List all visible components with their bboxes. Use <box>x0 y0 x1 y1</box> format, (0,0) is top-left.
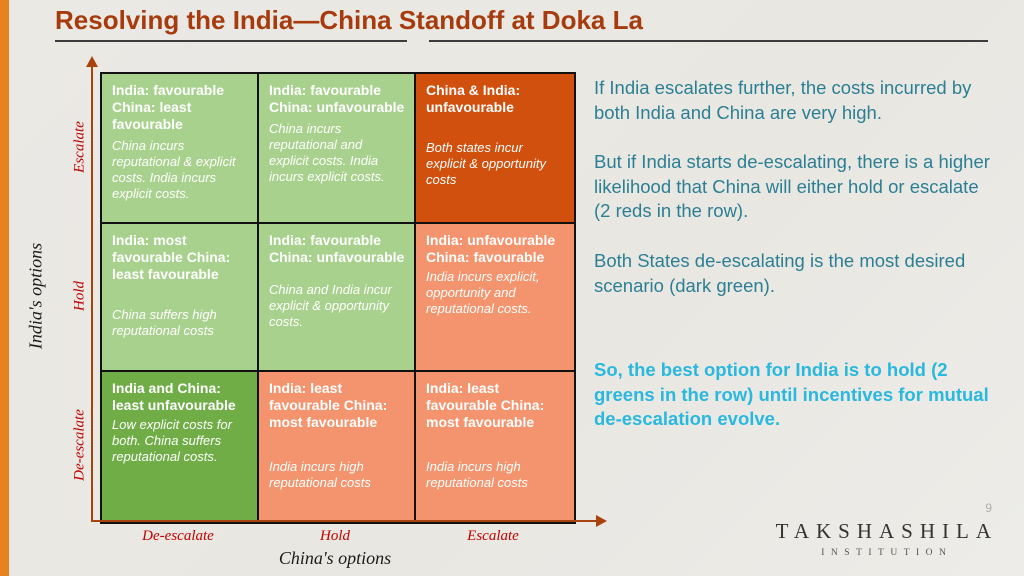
y-axis-arrowhead-icon <box>86 56 98 67</box>
matrix-cell-escalate-escalate: China & India: unfavourable Both states … <box>416 74 574 224</box>
cell-title: India: unfavourable China: favourable <box>426 232 556 266</box>
cell-title: China & India: unfavourable <box>426 82 521 116</box>
cell-title: India: favourable China: unfavourable <box>269 232 405 266</box>
matrix-cell-escalate-hold: India: favourable China: unfavourable Ch… <box>259 74 416 224</box>
cell-desc: China and India incur explicit & opportu… <box>269 282 392 329</box>
matrix-cell-hold-hold: India: favourable China: unfavourable Ch… <box>259 224 416 372</box>
cell-title: India: most favourable China: least favo… <box>112 232 231 283</box>
cell-desc: China incurs reputational & explicit cos… <box>112 138 236 201</box>
col-label-deescalate: De-escalate <box>142 528 214 544</box>
brand-subtitle: INSTITUTION <box>821 548 953 558</box>
matrix-cell-deescalate-deescalate: India and China: least unfavourable Low … <box>102 372 259 522</box>
commentary-conclusion: So, the best option for India is to hold… <box>594 359 989 430</box>
commentary-para-2: But if India starts de-escalating, there… <box>594 151 990 222</box>
cell-title: India: favourable China: unfavourable <box>269 82 405 116</box>
commentary-panel: If India escalates further, the costs in… <box>594 76 994 457</box>
matrix-cell-deescalate-escalate: India: least favourable China: most favo… <box>416 372 574 522</box>
matrix-cell-hold-escalate: India: unfavourable China: favourable In… <box>416 224 574 372</box>
cell-desc: India incurs high reputational costs <box>426 459 528 491</box>
row-label-deescalate: De-escalate <box>71 409 88 481</box>
slide-number: 9 <box>985 501 992 515</box>
row-label-hold: Hold <box>71 281 88 311</box>
title-underline <box>55 40 407 42</box>
commentary-para-3: Both States de-escalating is the most de… <box>594 249 966 296</box>
y-axis-title: India's options <box>25 242 46 350</box>
cell-title: India: favourable China: least favourabl… <box>112 82 225 133</box>
cell-desc: India incurs explicit, opportunity and r… <box>426 269 540 316</box>
cell-desc: India incurs high reputational costs <box>269 459 371 491</box>
col-label-escalate: Escalate <box>467 528 519 544</box>
cell-desc: China suffers high reputational costs <box>112 307 217 339</box>
brand-name: TAKSHASHILA <box>775 519 998 543</box>
payoff-matrix: India: favourable China: least favourabl… <box>100 72 576 524</box>
commentary-para-1: If India escalates further, the costs in… <box>594 77 972 123</box>
brand-logo: TAKSHASHILA INSTITUTION <box>776 519 998 558</box>
row-label-escalate: Escalate <box>71 121 88 173</box>
cell-desc: Low explicit costs for both. China suffe… <box>112 417 232 464</box>
left-accent-stripe <box>0 0 9 576</box>
x-axis-title: China's options <box>278 548 392 568</box>
cell-desc: Both states incur explicit & opportunity… <box>426 140 546 187</box>
slide-title: Resolving the India—China Standoff at Do… <box>55 5 643 35</box>
cell-desc: China incurs reputational and explicit c… <box>269 121 385 184</box>
cell-title: India: least favourable China: most favo… <box>426 380 545 431</box>
cell-title: India: least favourable China: most favo… <box>269 380 388 431</box>
y-axis-line <box>91 66 93 522</box>
matrix-cell-hold-deescalate: India: most favourable China: least favo… <box>102 224 259 372</box>
cell-title: India and China: least unfavourable <box>112 380 236 414</box>
col-label-hold: Hold <box>320 528 350 544</box>
x-axis-line <box>91 520 596 522</box>
matrix-cell-deescalate-hold: India: least favourable China: most favo… <box>259 372 416 522</box>
title-underline-right <box>429 40 988 42</box>
x-axis-arrowhead-icon <box>596 515 607 527</box>
matrix-cell-escalate-deescalate: India: favourable China: least favourabl… <box>102 74 259 224</box>
